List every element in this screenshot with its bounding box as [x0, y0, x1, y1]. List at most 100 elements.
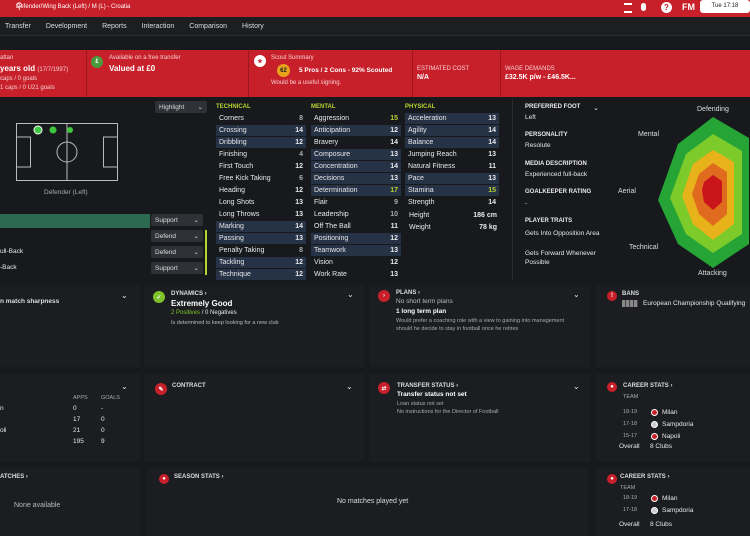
scout-section[interactable]: ★ Scout Summary 62 5 Pros / 2 Cons - 92%… [248, 50, 412, 97]
caps-text: caps / 0 goals [0, 76, 38, 82]
attribute-value: 14 [295, 127, 303, 134]
transfer-status-title[interactable]: TRANSFER STATUS › [397, 383, 459, 389]
goals-count: - [101, 405, 104, 412]
transfer-label: Available on a free transfer [109, 55, 181, 61]
bans-title: BANS [622, 291, 640, 297]
roles-scrollbar[interactable] [205, 230, 207, 275]
trait-2: Gets Forward Whenever Possible [525, 250, 596, 266]
dynamics-card: ✓ DYNAMICS › Extremely Good 2 Positives … [144, 285, 364, 367]
career-club[interactable]: Sampdoria [662, 507, 694, 514]
arrow-right-icon: › [378, 290, 390, 302]
position-pitch [16, 123, 118, 181]
matches-title[interactable]: ATCHES › [0, 474, 28, 480]
mental-attribute-row: Aggression 15 [311, 113, 401, 124]
attribute-name: Technique [219, 271, 251, 278]
transfer-value: Valued at £0 [109, 64, 156, 73]
career-club[interactable]: Napoli [662, 433, 681, 440]
menu-reports[interactable]: Reports [102, 22, 127, 30]
role-duty-dropdown-4[interactable]: Support ⌄ [151, 262, 203, 274]
transfer-status-card: ⇄ TRANSFER STATUS › Transfer status not … [369, 374, 590, 462]
help-icon[interactable]: ? [661, 2, 672, 13]
age-text: years old (17/7/1997) [0, 64, 69, 73]
attribute-value: 14 [295, 223, 303, 230]
chevron-down-icon[interactable]: ⌄ [573, 290, 580, 299]
career-club[interactable]: Sampdoria [662, 421, 694, 428]
chevron-down-icon[interactable]: ⌄ [346, 382, 353, 391]
career-club[interactable]: Milan [662, 495, 678, 502]
attribute-name: Penalty Taking [219, 247, 265, 254]
career-stats-title-2[interactable]: CAREER STATS › [620, 474, 670, 480]
menu-history[interactable]: History [242, 22, 264, 30]
player-menu-bar: Transfer Development Reports Interaction… [0, 17, 750, 36]
technical-attribute-row: Long Throws 13 [216, 209, 306, 220]
career-club[interactable]: Milan [662, 409, 678, 416]
chevron-down-icon[interactable]: ⌄ [593, 105, 599, 112]
attribute-value: 14 [488, 127, 496, 134]
plans-title[interactable]: PLANS › [396, 290, 421, 296]
goals-count: 0 [101, 416, 105, 423]
attribute-value: 12 [390, 235, 398, 242]
role-duty-dropdown-2[interactable]: Defend ⌄ [151, 230, 203, 242]
role-row-1[interactable] [0, 214, 150, 228]
attribute-value: 13 [295, 211, 303, 218]
chevron-down-icon[interactable]: ⌄ [347, 290, 354, 299]
chevron-down-icon[interactable]: ⌄ [121, 382, 128, 391]
attribute-value: 12 [295, 139, 303, 146]
plans-card: › PLANS › No short term plans 1 long ter… [369, 285, 590, 367]
attribute-value: 13 [295, 199, 303, 206]
dynamics-title[interactable]: DYNAMICS › [171, 291, 207, 297]
role-duty-dropdown-1[interactable]: Support ⌄ [151, 214, 203, 226]
apps-header: APPS [73, 395, 88, 401]
chevron-down-icon[interactable]: ⌄ [121, 291, 128, 300]
bans-card: ! BANS European Championship Qualifying [596, 285, 750, 367]
goals-count: 0 [101, 427, 105, 434]
mental-attribute-row: Determination 17 [311, 185, 401, 196]
attribute-name: Tackling [219, 259, 245, 266]
u21-text: 1 caps / 0 U21 goals [0, 85, 55, 91]
trait-1: Gets Into Opposition Area [525, 230, 600, 237]
attribute-value: 12 [390, 259, 398, 266]
attribute-value: 14 [390, 163, 398, 170]
mental-attribute-row: Work Rate 13 [311, 269, 401, 280]
physical-attribute-row: Agility 14 [405, 125, 499, 136]
menu-interaction[interactable]: Interaction [141, 22, 175, 30]
player-subtitle: Defender/Wing Back (Left) / M (L) - Croa… [16, 4, 131, 10]
technical-attribute-row: Heading 12 [216, 185, 306, 196]
menu-development[interactable]: Development [45, 22, 88, 30]
menu-transfer[interactable]: Transfer [5, 22, 31, 30]
radar-label-technical: Technical [629, 244, 659, 251]
attribute-value: 13 [488, 115, 496, 122]
media-value: Experienced full-back [525, 171, 588, 178]
ball-icon: ● [159, 474, 169, 484]
goals-count: 9 [101, 438, 105, 445]
continue-date-button[interactable]: Tue 17:18 [700, 0, 750, 13]
attribute-name: Strength [408, 199, 435, 206]
attribute-name: Teamwork [314, 247, 346, 254]
height-row: Height 186 cm [409, 212, 497, 219]
season-stats-title[interactable]: SEASON STATS › [174, 474, 224, 480]
nation-text: attan [0, 55, 14, 61]
microphone-icon[interactable] [641, 3, 646, 11]
apps-count: 21 [73, 427, 81, 434]
stacked-menu-icon[interactable] [624, 3, 632, 13]
attribute-value: 6 [299, 175, 303, 182]
attribute-name: Aggression [314, 115, 350, 122]
role-duty-dropdown-3[interactable]: Defend ⌄ [151, 246, 203, 258]
apps-club: oli [0, 427, 7, 434]
highlight-dropdown[interactable]: Highlight ⌄ [155, 101, 207, 113]
menu-comparison[interactable]: Comparison [189, 22, 228, 30]
technical-attribute-row: Penalty Taking 8 [216, 245, 306, 256]
attribute-name: Vision [314, 259, 333, 266]
search-icon[interactable]: ⚲ [16, 1, 23, 11]
money-icon: £ [91, 56, 103, 68]
attribute-name: Heading [219, 187, 246, 194]
cost-label: ESTIMATED COST [417, 66, 470, 72]
scout-score-badge: 62 [277, 64, 290, 77]
chevron-down-icon[interactable]: ⌄ [573, 382, 580, 391]
attribute-value: 12 [295, 271, 303, 278]
technical-attribute-row: Corners 8 [216, 113, 306, 124]
pen-icon: ✎ [155, 383, 167, 395]
technical-attribute-row: First Touch 12 [216, 161, 306, 172]
attribute-value: 10 [390, 211, 398, 218]
career-stats-title[interactable]: CAREER STATS › [623, 383, 673, 389]
